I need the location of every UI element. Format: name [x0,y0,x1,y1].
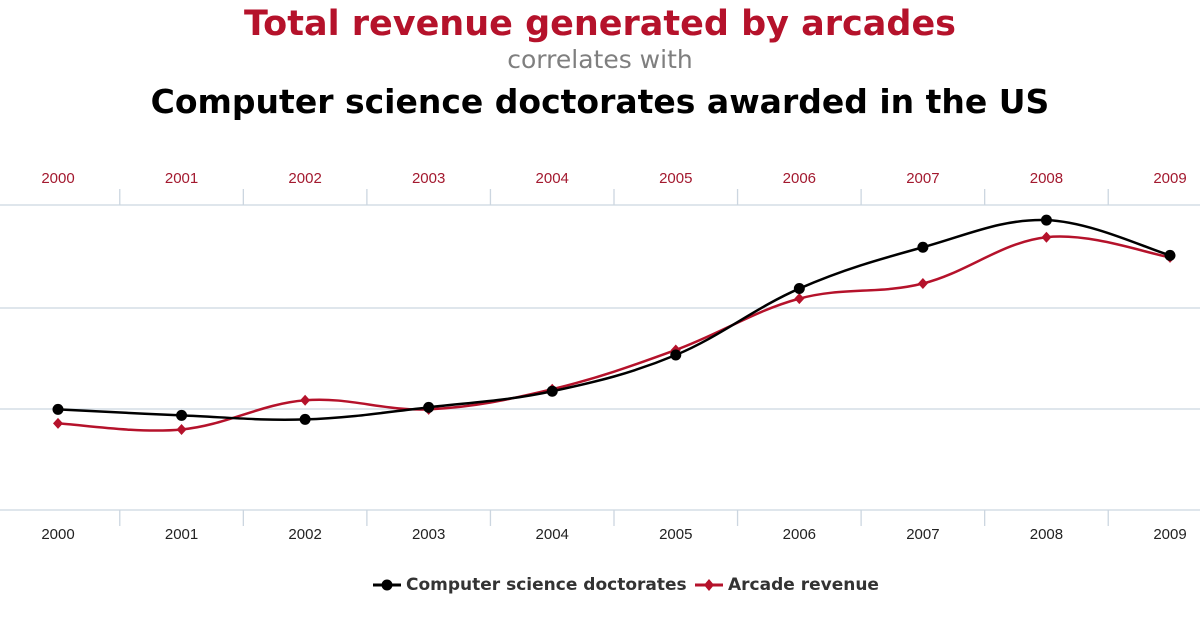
bottom-tick-label: 2007 [906,526,939,543]
top-tick-label: 2007 [906,170,939,187]
bottom-tick-label: 2000 [41,526,74,543]
legend-label-arcade: Arcade revenue [728,575,879,595]
chart-second-title: Computer science doctorates awarded in t… [150,82,1050,121]
bottom-tick-label: 2001 [165,526,198,543]
data-point-doctorates[interactable] [52,403,64,415]
legend-item-arcade[interactable]: Arcade revenue [694,570,879,600]
legend-label-doctorates: Computer science doctorates [406,575,687,595]
data-point-arcade[interactable] [794,293,805,305]
top-tick-label: 2006 [783,170,816,187]
data-point-doctorates[interactable] [917,241,929,253]
legend-swatch-circle-icon [373,579,401,591]
bottom-tick-label: 2005 [659,526,692,543]
data-point-doctorates[interactable] [670,349,682,361]
top-tick-label: 2002 [288,170,321,187]
series-line-doctorates [57,218,1171,421]
top-tick-label: 2005 [659,170,692,187]
bottom-tick-label: 2003 [412,526,445,543]
data-point-doctorates[interactable] [423,401,435,413]
data-point-arcade[interactable] [300,394,311,406]
chart-subtitle: correlates with [507,45,693,74]
data-point-arcade[interactable] [1041,231,1052,243]
data-point-doctorates[interactable] [176,409,188,421]
legend-marker-arcade [704,579,714,591]
tick-layer: 2000 2001 2002 2003 2004 2005 2006 2007 2008 2009… [41,170,1186,543]
data-point-doctorates[interactable] [1164,249,1176,261]
top-tick-label: 2000 [41,170,74,187]
legend: Computer science doctorates Arcade reven… [0,570,1200,600]
bottom-tick-label: 2006 [783,526,816,543]
data-point-doctorates[interactable] [546,385,558,397]
data-point-arcade[interactable] [917,278,928,290]
series-line-arcade [57,235,1171,432]
grid-layer [0,204,1200,511]
data-point-doctorates[interactable] [1040,214,1052,226]
bottom-tick-label: 2009 [1153,526,1186,543]
legend-marker-doctorates [381,579,393,591]
top-tick-label: 2004 [536,170,569,187]
legend-item-doctorates[interactable]: Computer science doctorates [372,570,687,600]
bottom-tick-label: 2002 [288,526,321,543]
data-point-doctorates[interactable] [299,413,311,425]
top-tick-label: 2008 [1030,170,1063,187]
data-point-arcade[interactable] [176,423,187,435]
top-tick-label: 2001 [165,170,198,187]
top-tick-label: 2003 [412,170,445,187]
legend-swatch-diamond-icon [695,579,723,591]
bottom-tick-label: 2004 [536,526,569,543]
series-layer [52,214,1176,435]
bottom-tick-label: 2008 [1030,526,1063,543]
top-tick-label: 2009 [1153,170,1186,187]
chart-title: Total revenue generated by arcades [243,4,957,44]
data-point-arcade[interactable] [53,417,63,429]
data-point-doctorates[interactable] [793,283,805,295]
